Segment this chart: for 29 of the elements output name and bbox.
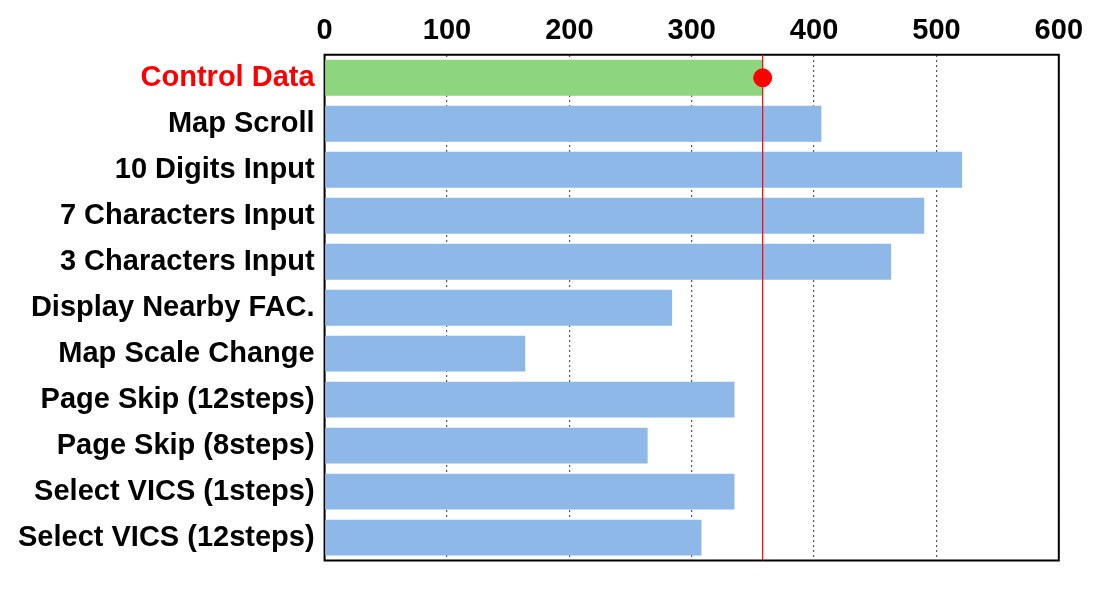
bar: [325, 427, 648, 464]
y-tick-label: Map Scale Change: [58, 335, 315, 368]
x-tick-label: 600: [1034, 13, 1083, 46]
x-tick-label: 200: [545, 13, 594, 46]
y-tick-label: 10 Digits Input: [114, 151, 315, 184]
x-tick-label: 100: [422, 13, 472, 46]
bar: [325, 335, 526, 372]
y-tick-label: 3 Characters Input: [59, 243, 315, 276]
y-tick-label: Display Nearby FAC.: [30, 289, 315, 322]
bar: [325, 519, 702, 556]
y-tick-label: 7 Characters Input: [59, 197, 315, 230]
bar: [325, 289, 673, 326]
y-tick-label: Page Skip (8steps): [56, 427, 315, 460]
y-tick-label: Map Scroll: [167, 105, 315, 138]
bar: [325, 59, 763, 96]
x-tick-label: 300: [667, 13, 716, 46]
y-tick-label: Page Skip (12steps): [40, 381, 315, 414]
y-tick-label: Control Data: [140, 59, 316, 92]
bar: [325, 473, 735, 510]
y-tick-label: Select VICS (12steps): [17, 519, 315, 552]
bar: [325, 151, 963, 188]
bar: [325, 197, 925, 234]
y-tick-label: Select VICS (1steps): [34, 473, 315, 506]
bar: [325, 381, 735, 418]
x-tick-label: 500: [912, 13, 961, 46]
x-tick-label: 400: [789, 13, 839, 46]
x-tick-label: 0: [316, 13, 333, 46]
bar: [325, 105, 822, 142]
bar: [325, 243, 892, 280]
